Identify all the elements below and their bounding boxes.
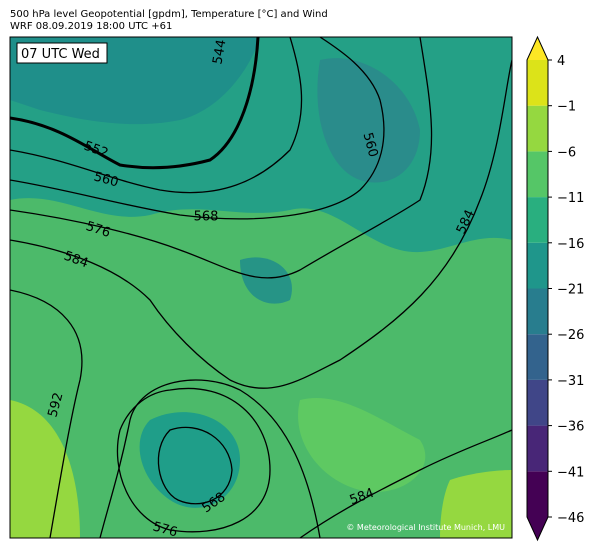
colorbar-over	[527, 37, 548, 60]
time-label: 07 UTC Wed	[21, 47, 100, 62]
colorbar-band	[527, 425, 548, 472]
contour-label: 568	[194, 210, 219, 225]
colorbar-tick-label: −46	[557, 511, 584, 526]
colorbar-band	[527, 471, 548, 517]
colorbar-tick-label: −26	[557, 328, 584, 343]
colorbar: 4 −1 −6 −11 −16 −21 −26 −31 −36 −41 −46	[526, 35, 584, 542]
colorbar-band	[527, 334, 548, 380]
colorbar-band	[527, 151, 548, 198]
contour-label: 544	[210, 38, 229, 65]
credit: © Meteorological Institute Munich, LMU	[346, 523, 505, 532]
colorbar-band	[527, 105, 548, 152]
contour-label: 576	[151, 520, 179, 541]
time-box	[16, 42, 108, 64]
title: 500 hPa level Geopotential [gpdm], Tempe…	[10, 9, 328, 20]
colorbar-tick-label: −1	[557, 100, 576, 115]
subtitle: WRF 08.09.2019 18:00 UTC +61	[10, 21, 172, 32]
colorbar-band	[527, 60, 548, 106]
contour-label: 576	[84, 219, 112, 241]
contour-label: 560	[92, 170, 120, 191]
colorbar-under	[527, 517, 548, 540]
colorbar-tick-label: −16	[557, 237, 584, 252]
colorbar-band	[527, 288, 548, 335]
colorbar-tick-label: −31	[557, 374, 584, 389]
colorbar-tick-label: −6	[557, 145, 576, 160]
colorbar-band	[527, 242, 548, 289]
colorbar-tick-label: 4	[557, 54, 565, 69]
contour-label: 560	[360, 131, 381, 159]
colorbar-tick-label: −36	[557, 420, 584, 435]
map-frame	[9, 36, 513, 539]
colorbar-tick-label: −41	[557, 465, 584, 480]
contour-label: 592	[46, 391, 67, 419]
colorbar-tick-label: −11	[557, 191, 584, 206]
colorbar-tick-label: −21	[557, 283, 584, 298]
map	[10, 37, 512, 538]
colorbar-band	[527, 197, 548, 243]
colorbar-band	[527, 379, 548, 426]
